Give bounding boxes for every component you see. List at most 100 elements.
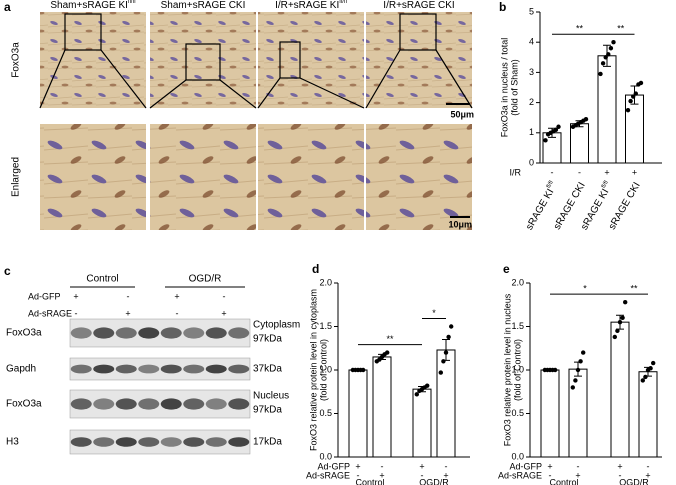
condition-sign: +	[419, 461, 424, 471]
condition-sign: +	[221, 308, 226, 318]
condition-sign: +	[355, 461, 360, 471]
bar	[540, 369, 560, 458]
data-point	[583, 117, 589, 122]
condition-sign: -	[421, 470, 424, 480]
condition-sign: +	[174, 291, 179, 301]
column-title-main: I/R+sRAGE CKI	[383, 0, 454, 11]
blot	[69, 357, 251, 381]
zoom-box	[279, 41, 301, 79]
micrograph	[258, 12, 364, 108]
zoom-line	[365, 49, 473, 109]
band	[205, 364, 227, 374]
band	[205, 327, 227, 339]
group-label: OGD/R	[189, 274, 222, 285]
group-label: OGD/R	[419, 477, 449, 485]
fraction-label: Cytoplasm	[253, 320, 300, 331]
data-point	[553, 127, 559, 132]
zoom-line	[257, 77, 365, 109]
column-title-main: Sham+sRAGE KI	[50, 0, 128, 11]
band	[93, 327, 115, 339]
data-point	[385, 350, 390, 355]
data-point	[620, 315, 625, 320]
group-label: Control	[355, 477, 384, 485]
band	[70, 437, 92, 447]
kda-label: 97kDa	[253, 334, 282, 345]
bar	[348, 369, 368, 458]
data-point	[446, 334, 451, 340]
group-label: Control	[549, 477, 578, 485]
band	[160, 398, 182, 410]
condition-sign: +	[125, 308, 130, 318]
band	[93, 364, 115, 374]
bar	[372, 356, 392, 458]
protein-label: FoxO3a	[6, 399, 42, 410]
condition-name: Ad-GFP	[28, 291, 61, 301]
condition-sign: +	[645, 470, 650, 480]
condition-sign: -	[619, 470, 622, 480]
bar	[570, 123, 589, 164]
micrograph	[40, 12, 146, 108]
y-tick-label: 0.0	[319, 451, 332, 461]
y-tick-label: 1	[529, 127, 534, 137]
y-tick-label: 1.0	[319, 364, 332, 374]
data-point	[606, 52, 611, 57]
y-tick-label: 0.5	[319, 408, 332, 418]
band	[115, 327, 137, 339]
zoom-line	[39, 49, 147, 109]
column-title-sup: fl/fl	[339, 0, 347, 5]
data-point	[553, 367, 558, 373]
kda-label: 17kDa	[253, 437, 282, 448]
micrograph-enlarged	[40, 124, 146, 230]
data-point	[556, 124, 561, 129]
condition-name: Ad-sRAGE	[306, 470, 350, 480]
bar	[412, 388, 432, 458]
significance-label: **	[630, 284, 638, 294]
condition-sign: +	[632, 167, 637, 177]
data-point	[581, 350, 586, 355]
condition-sign: -	[75, 308, 78, 318]
condition-sign: +	[379, 470, 384, 480]
band	[205, 437, 227, 447]
data-point	[598, 71, 603, 77]
data-point	[628, 98, 633, 104]
y-axis-label: FoxO3 relative protein level in nucleus	[502, 293, 512, 446]
fraction-label: Nucleus	[253, 391, 289, 402]
column-title: Sham+sRAGE KIfl/fl	[50, 0, 135, 11]
band	[138, 437, 160, 447]
bar	[436, 349, 456, 458]
y-tick-label: 2	[529, 97, 534, 107]
y-axis-label: (fold of Sham)	[509, 59, 519, 116]
band	[160, 327, 182, 339]
significance-label: **	[617, 24, 625, 34]
band	[160, 364, 182, 374]
panel-label: a	[4, 0, 11, 14]
bar	[638, 371, 658, 458]
condition-sign: -	[551, 167, 554, 177]
y-tick-label: 2.0	[319, 277, 332, 287]
x-tick-label-main: sRAGE CKI	[606, 180, 642, 231]
y-tick-label: 3	[529, 67, 534, 77]
group-label: OGD/R	[619, 477, 649, 485]
data-point	[638, 80, 644, 86]
zoom-box	[64, 13, 102, 51]
data-point	[648, 366, 653, 371]
panel-label: c	[4, 264, 11, 278]
condition-sign: +	[443, 470, 448, 480]
x-tick-label: sRAGE CKI	[606, 180, 642, 231]
condition-sign: +	[575, 470, 580, 480]
significance-label: **	[576, 24, 584, 34]
y-axis-label: FoxO3 relative protein level in cytoplas…	[308, 289, 318, 451]
zoom-box	[185, 43, 221, 81]
condition-sign: -	[176, 308, 179, 318]
x-tick-label-sup: fl/fl	[601, 180, 610, 190]
data-point	[575, 367, 581, 373]
zoom-line	[149, 79, 257, 109]
condition-sign: -	[223, 291, 226, 301]
micrograph-enlarged	[366, 124, 472, 230]
column-title-main: I/R+sRAGE KI	[275, 0, 339, 11]
condition-name: Ad-sRAGE	[498, 470, 542, 480]
band	[205, 398, 227, 410]
data-point	[608, 46, 614, 51]
